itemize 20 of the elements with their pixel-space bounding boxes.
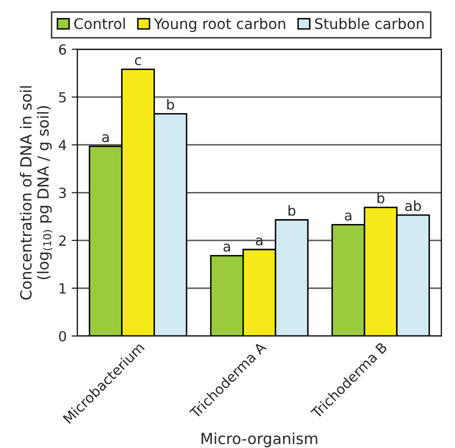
y-tick-label: 2 — [59, 235, 66, 246]
data-label: b — [378, 192, 384, 204]
data-label: a — [224, 244, 230, 252]
y-axis-title: Concentration of DNA in soil (log$_{(10)}$ pg DNA / g soil) — [20, 86, 52, 300]
data-label: a — [344, 212, 352, 221]
data-label: c — [134, 57, 141, 66]
y-tick-label: 3 — [59, 188, 66, 198]
legend-label: Stubble carbon — [315, 18, 424, 30]
y-tick-label: 0 — [59, 330, 66, 342]
y-tick-label: 5 — [59, 92, 66, 103]
data-label: b — [167, 98, 174, 110]
y-tick-label: 4 — [58, 140, 66, 150]
data-label: b — [288, 205, 296, 216]
y-tick-label: 6 — [59, 44, 66, 55]
data-label: ab — [405, 200, 421, 212]
legend-label: Control — [74, 18, 125, 30]
data-label: a — [102, 134, 109, 142]
y-tick-label: 1 — [60, 283, 66, 294]
legend-label: Young root carbon — [154, 18, 286, 32]
x-axis-title: Micro-organism — [202, 432, 318, 448]
